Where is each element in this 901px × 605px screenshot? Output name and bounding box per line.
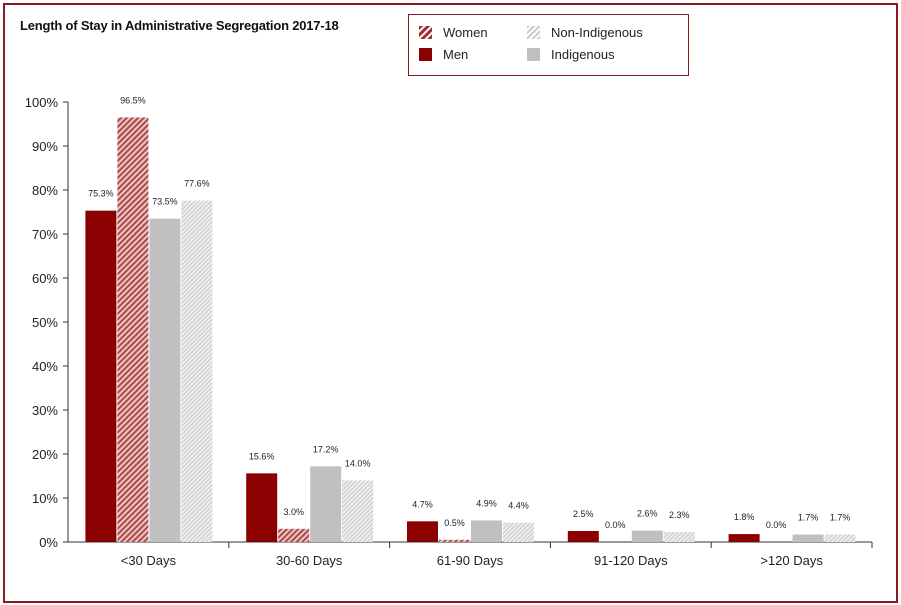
legend-swatch-women — [419, 26, 432, 39]
bar-women — [278, 528, 310, 542]
legend-label-men: Men — [443, 47, 469, 62]
bar-women — [117, 117, 149, 543]
data-label: 3.0% — [283, 507, 304, 517]
y-tick-label: 50% — [32, 315, 58, 330]
bar-men — [246, 473, 278, 542]
data-label: 4.4% — [508, 501, 529, 511]
y-tick-label: 60% — [32, 271, 58, 286]
data-label: 1.7% — [830, 513, 851, 523]
y-tick-label: 0% — [39, 535, 58, 550]
data-label: 0.5% — [444, 518, 465, 528]
legend-label-women: Women — [443, 25, 488, 40]
x-tick-label: 91-120 Days — [594, 553, 668, 568]
bar-men — [85, 210, 117, 542]
data-label: 96.5% — [120, 95, 146, 105]
data-label: 2.3% — [669, 510, 690, 520]
data-label: 1.7% — [798, 513, 819, 523]
chart-legend: Women Non-Indigenous Men Indigenous — [408, 14, 689, 76]
bar-indigenous — [631, 530, 663, 542]
data-label: 4.7% — [412, 499, 433, 509]
data-label: 15.6% — [249, 451, 275, 461]
x-tick-label: 30-60 Days — [276, 553, 343, 568]
data-label: 0.0% — [766, 520, 787, 530]
bar-non-indigenous — [663, 531, 695, 542]
bar-women — [439, 539, 470, 542]
y-tick-label: 70% — [32, 227, 58, 242]
bar-indigenous — [792, 534, 824, 542]
legend-item-women: Women — [419, 25, 488, 40]
legend-item-indigenous: Indigenous — [527, 47, 615, 62]
bar-men — [728, 534, 760, 542]
data-label: 4.9% — [476, 498, 497, 508]
data-label: 73.5% — [152, 197, 178, 207]
y-tick-label: 80% — [32, 183, 58, 198]
data-label: 1.8% — [734, 512, 755, 522]
x-tick-label: >120 Days — [760, 553, 823, 568]
bar-non-indigenous — [342, 480, 374, 542]
data-label: 2.6% — [637, 509, 658, 519]
y-tick-label: 40% — [32, 359, 58, 374]
bar-non-indigenous — [824, 534, 856, 542]
bar-indigenous — [149, 218, 181, 542]
bar-men — [407, 521, 438, 542]
legend-swatch-men — [419, 48, 432, 61]
data-label: 17.2% — [313, 444, 339, 454]
bar-indigenous — [310, 466, 342, 542]
legend-swatch-indigenous — [527, 48, 540, 61]
data-label: 2.5% — [573, 509, 594, 519]
chart-title: Length of Stay in Administrative Segrega… — [20, 18, 339, 33]
data-label: 14.0% — [345, 458, 371, 468]
x-tick-label: <30 Days — [121, 553, 177, 568]
data-label: 77.6% — [184, 179, 210, 189]
legend-label-non-indigenous: Non-Indigenous — [551, 25, 643, 40]
x-tick-label: 61-90 Days — [437, 553, 504, 568]
y-tick-label: 20% — [32, 447, 58, 462]
bar-non-indigenous — [503, 522, 534, 542]
legend-swatch-non-indigenous — [527, 26, 540, 39]
legend-label-indigenous: Indigenous — [551, 47, 615, 62]
y-tick-label: 90% — [32, 139, 58, 154]
y-tick-label: 10% — [32, 491, 58, 506]
bar-men — [567, 531, 599, 542]
data-label: 75.3% — [88, 189, 114, 199]
y-tick-label: 30% — [32, 403, 58, 418]
y-tick-label: 100% — [25, 95, 59, 110]
legend-item-men: Men — [419, 47, 468, 62]
legend-item-non-indigenous: Non-Indigenous — [527, 25, 643, 40]
data-label: 0.0% — [605, 520, 626, 530]
bar-indigenous — [471, 520, 502, 542]
bar-non-indigenous — [181, 200, 213, 542]
